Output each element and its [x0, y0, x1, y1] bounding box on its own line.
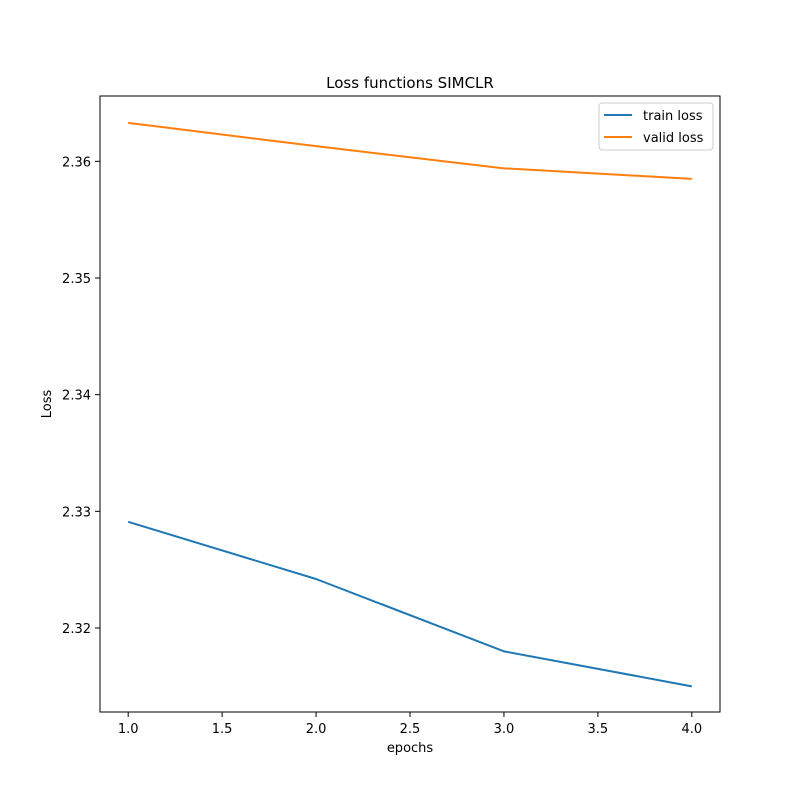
series-line-train-loss	[127, 520, 693, 688]
x-axis-label: epochs	[387, 741, 434, 756]
legend-label-valid-loss: valid loss	[643, 131, 704, 146]
y-tick-label: 2.34	[62, 389, 91, 404]
plot-frame	[99, 95, 721, 713]
x-tick-label: 1.0	[118, 722, 139, 737]
series-line-valid-loss	[128, 121, 692, 180]
x-tick-label: 3.5	[588, 722, 609, 737]
y-tick-label: 2.35	[62, 272, 91, 287]
y-axis-ticks: 2.32 2.33 2.34 2.35 2.36	[62, 155, 100, 637]
y-tick-label: 2.32	[62, 622, 91, 637]
y-axis-label: Loss	[40, 390, 55, 419]
chart-title: Loss functions SIMCLR	[326, 74, 494, 92]
x-tick-label: 2.5	[400, 722, 421, 737]
x-tick-label: 1.5	[212, 722, 233, 737]
y-tick-label: 2.33	[62, 505, 91, 520]
x-axis-ticks: 1.0 1.5 2.0 2.5 3.0 3.5 4.0	[118, 712, 702, 737]
legend: train loss valid loss	[598, 102, 714, 151]
legend-label-train-loss: train loss	[643, 109, 703, 124]
series-lines	[127, 121, 693, 688]
x-tick-label: 4.0	[681, 722, 702, 737]
x-tick-label: 3.0	[494, 722, 515, 737]
x-tick-label: 2.0	[306, 722, 327, 737]
y-tick-label: 2.36	[62, 155, 91, 170]
